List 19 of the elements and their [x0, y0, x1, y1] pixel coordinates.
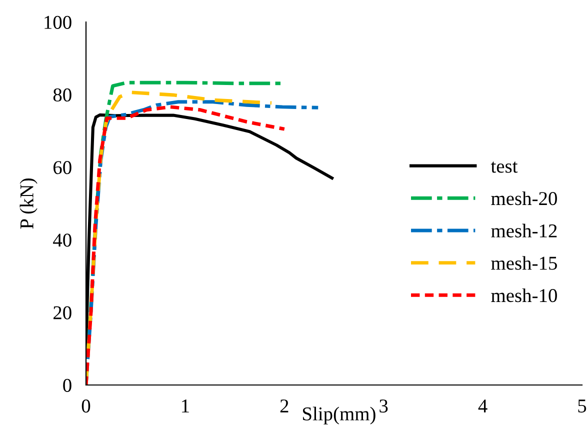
y-axis-title: P (kN)	[20, 178, 38, 229]
legend-label: mesh-10	[491, 288, 557, 302]
x-tick-label: 5	[578, 400, 586, 413]
x-tick-label: 4	[478, 400, 488, 412]
x-tick-label: 2	[280, 400, 288, 412]
legend-label: mesh-20	[491, 191, 557, 206]
legend-label: mesh-12	[491, 224, 557, 238]
y-tick-label: 100	[44, 16, 72, 29]
y-tick-label: 20	[54, 306, 72, 320]
x-tick-label: 0	[82, 399, 90, 413]
x-axis-title: Slip(mm)	[302, 406, 376, 424]
legend-label: mesh-15	[491, 256, 557, 270]
x-tick-label: 3	[380, 400, 388, 413]
legend-label: test	[490, 162, 518, 173]
y-tick-label: 0	[63, 378, 72, 392]
y-tick-label: 60	[54, 161, 72, 174]
y-tick-label: 40	[53, 234, 72, 247]
x-tick-label: 1	[182, 400, 189, 412]
y-tick-label: 80	[53, 88, 72, 102]
